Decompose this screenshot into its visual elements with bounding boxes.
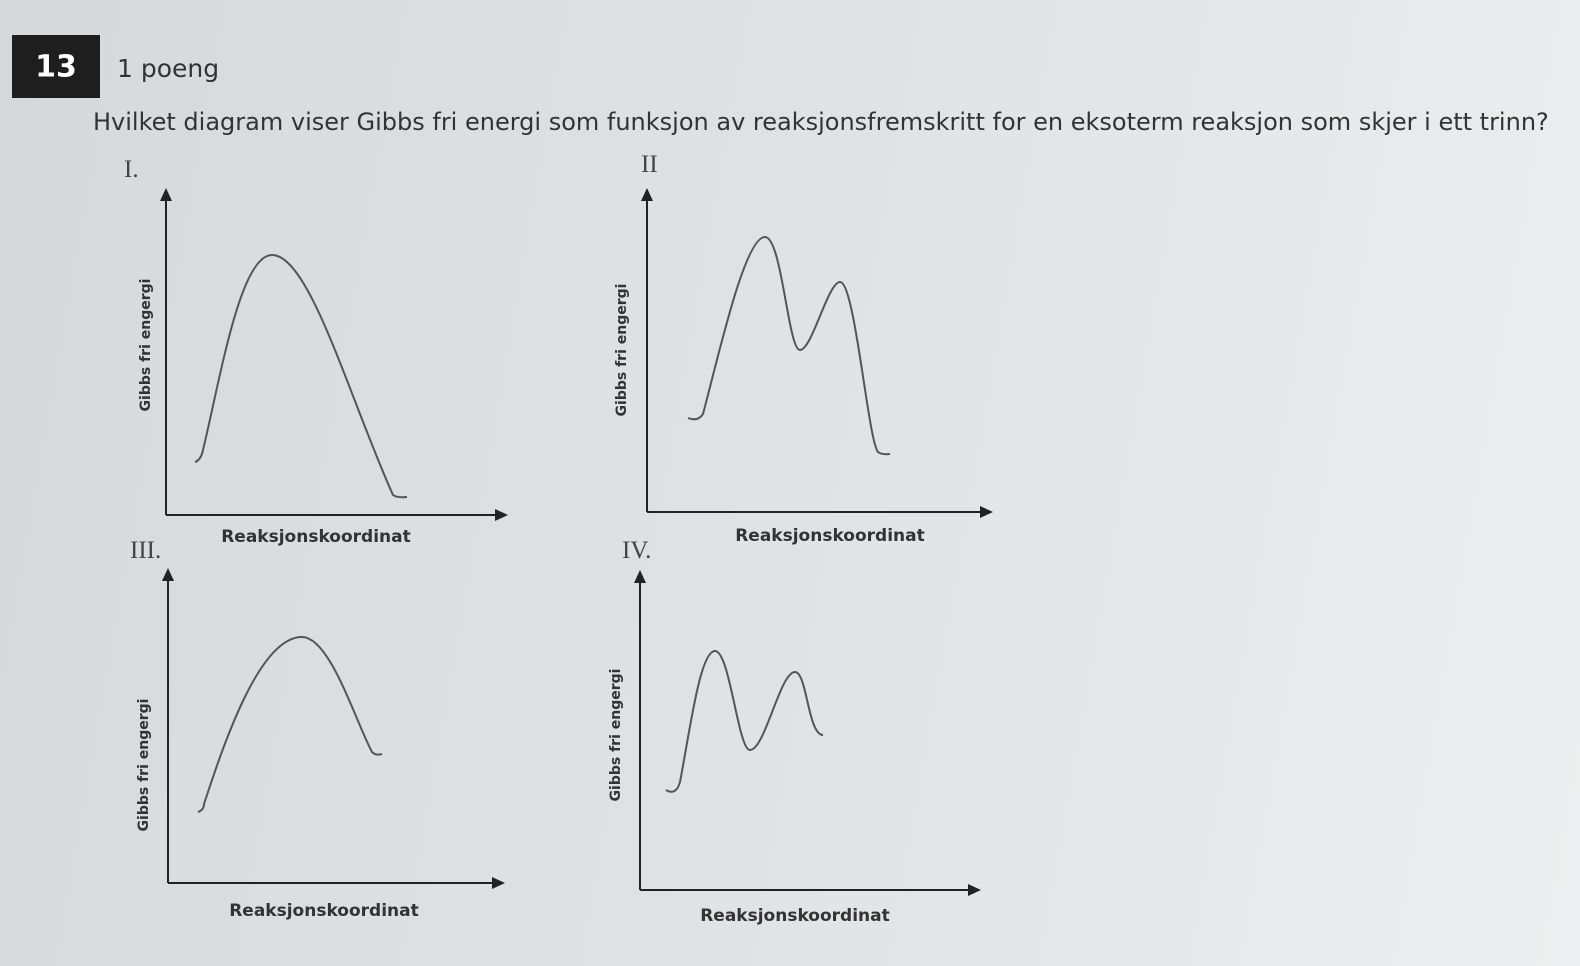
y-axis-label: Gibbs fri engergi <box>136 699 152 832</box>
diagram-label: II <box>641 151 658 178</box>
diagram-label: I. <box>124 156 139 183</box>
axes <box>165 198 498 516</box>
axes <box>167 578 494 884</box>
diagram-label: III. <box>130 537 161 564</box>
curve <box>687 235 891 456</box>
arrowheads <box>634 570 981 896</box>
diagram: III. Gibbs fri engergi Reaksjonskoordina… <box>130 537 505 921</box>
diagram-label: IV. <box>622 537 651 564</box>
y-axis-label: Gibbs fri engergi <box>614 284 630 417</box>
x-axis-label: Reaksjonskoordinat <box>735 526 925 546</box>
diagram: II Gibbs fri engergi Reaksjonskoordinat <box>614 151 993 546</box>
points: 1 poeng <box>117 54 219 83</box>
y-axis-label: Gibbs fri engergi <box>608 669 624 802</box>
arrowheads <box>160 188 508 521</box>
x-axis-label: Reaksjonskoordinat <box>229 901 419 921</box>
curve <box>665 649 824 793</box>
y-axis-label: Gibbs fri engergi <box>138 279 154 412</box>
curve <box>194 253 408 499</box>
diagram: I. Gibbs fri engergi Reaksjonskoordinat <box>124 156 508 547</box>
question-number: 13 <box>35 50 77 85</box>
question-text: Hvilket diagram viser Gibbs fri energi s… <box>93 108 1549 136</box>
axes <box>639 580 970 891</box>
diagram: IV. Gibbs fri engergi Reaksjonskoordinat <box>608 537 981 926</box>
arrowheads <box>162 568 505 889</box>
x-axis-label: Reaksjonskoordinat <box>221 527 411 547</box>
axes <box>646 198 982 513</box>
arrowheads <box>641 188 993 518</box>
curve <box>197 635 383 813</box>
x-axis-label: Reaksjonskoordinat <box>700 906 890 926</box>
question-number-box <box>12 35 100 98</box>
